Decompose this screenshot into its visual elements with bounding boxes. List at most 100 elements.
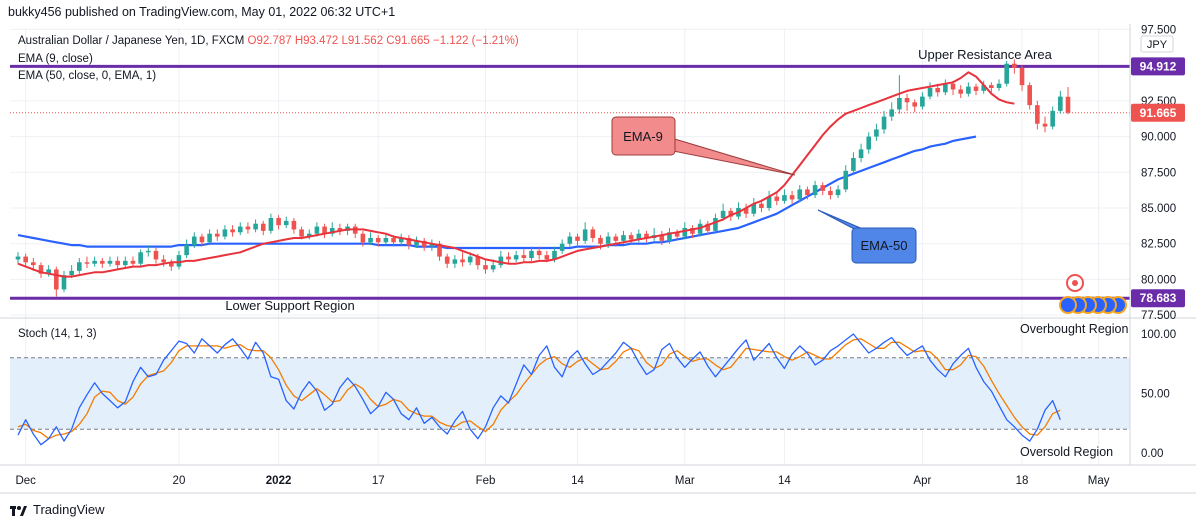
- candle: [421, 238, 427, 251]
- candle: [981, 80, 986, 94]
- candle-body: [414, 240, 419, 246]
- candle: [720, 203, 726, 221]
- candle-body: [782, 195, 787, 201]
- candle-body: [383, 238, 389, 243]
- ohlc-change: −1.122 (−1.21%): [432, 35, 519, 47]
- candle-body: [590, 229, 596, 238]
- candle: [329, 222, 335, 237]
- candle-body: [943, 83, 948, 93]
- candle: [943, 79, 948, 96]
- candle: [460, 252, 465, 267]
- ohlc-open: O92.787: [247, 35, 292, 47]
- candle-body: [866, 136, 872, 150]
- candle-body: [966, 86, 971, 94]
- ohlc-low: L91.562: [341, 35, 384, 47]
- candle-body: [713, 218, 718, 231]
- candle: [100, 258, 105, 268]
- candle-body: [1050, 110, 1055, 127]
- candle: [881, 110, 887, 134]
- candle: [375, 235, 381, 247]
- candle-body: [69, 270, 74, 276]
- lower-support-label: Lower Support Region: [225, 298, 354, 313]
- price-tick-label: 90.000: [1141, 132, 1176, 144]
- candle-body: [230, 229, 235, 233]
- candle: [414, 236, 419, 248]
- candle: [230, 225, 235, 237]
- candle-body: [115, 260, 120, 266]
- candle: [260, 220, 266, 236]
- price-tick-label: 97.500: [1141, 24, 1176, 36]
- candle-body: [598, 238, 603, 244]
- candle: [812, 180, 818, 198]
- candle-body: [61, 275, 67, 290]
- candle-body: [276, 218, 281, 226]
- candle-body: [199, 236, 205, 243]
- candle: [927, 82, 933, 100]
- candle-body: [828, 190, 833, 196]
- candle-body: [628, 235, 634, 240]
- candle-body: [46, 269, 51, 274]
- price-tick-label: 77.500: [1141, 310, 1176, 322]
- tradingview-footer[interactable]: TradingView: [10, 502, 105, 517]
- last-price-badge-bg: [1131, 103, 1185, 122]
- candle: [23, 253, 28, 267]
- stoch-band-fill: [10, 357, 1130, 430]
- candle-body: [92, 260, 97, 264]
- candle: [168, 259, 174, 271]
- candle-body: [291, 220, 297, 230]
- candle: [575, 233, 580, 246]
- candle: [237, 222, 243, 236]
- currency-box: [1140, 35, 1174, 53]
- overbought-label: Overbought Region: [1020, 322, 1128, 336]
- candle-body: [253, 223, 258, 230]
- candle: [789, 190, 795, 204]
- candle: [996, 79, 1002, 91]
- candle: [828, 186, 833, 200]
- candle: [207, 229, 212, 246]
- candle-body: [582, 229, 588, 241]
- ohlc-close: C91.665: [386, 35, 430, 47]
- candle-body: [207, 233, 212, 243]
- candle: [506, 252, 511, 264]
- candle-body: [184, 245, 189, 256]
- candle: [176, 250, 182, 270]
- candle: [276, 215, 281, 230]
- candle: [513, 250, 519, 263]
- candle: [291, 218, 297, 234]
- candle-body: [605, 236, 611, 244]
- candle-body: [15, 256, 21, 260]
- oversold-label: Oversold Region: [1020, 445, 1113, 459]
- ema9-legend: EMA (9, close): [18, 53, 93, 65]
- candle: [130, 256, 136, 267]
- time-tick-label: May: [1088, 475, 1110, 487]
- candle: [1019, 65, 1025, 91]
- candle-body: [444, 256, 450, 264]
- candle-body: [513, 255, 519, 260]
- candle: [222, 225, 228, 240]
- candle-body: [973, 86, 979, 91]
- resistance-badge-bg: [1131, 57, 1185, 76]
- candle-body: [467, 256, 473, 263]
- candle-body: [398, 238, 404, 243]
- candle: [889, 102, 895, 121]
- candle: [973, 83, 979, 96]
- candle-body: [774, 196, 780, 201]
- candle-body: [107, 260, 113, 264]
- candle-body: [920, 96, 925, 107]
- candle: [667, 228, 672, 244]
- candle-body: [391, 238, 396, 243]
- candle-body: [958, 89, 964, 94]
- candle: [1012, 59, 1017, 74]
- candle: [383, 233, 389, 246]
- price-tick-label: 85.000: [1141, 203, 1176, 215]
- candle: [958, 85, 964, 98]
- candle-body: [506, 256, 511, 260]
- candle-body: [728, 210, 734, 217]
- candle: [674, 229, 680, 240]
- candle: [1058, 90, 1063, 114]
- stoch-lines: [17, 333, 1061, 446]
- candle: [1004, 60, 1009, 87]
- candle: [92, 256, 97, 267]
- candle-body: [84, 262, 90, 264]
